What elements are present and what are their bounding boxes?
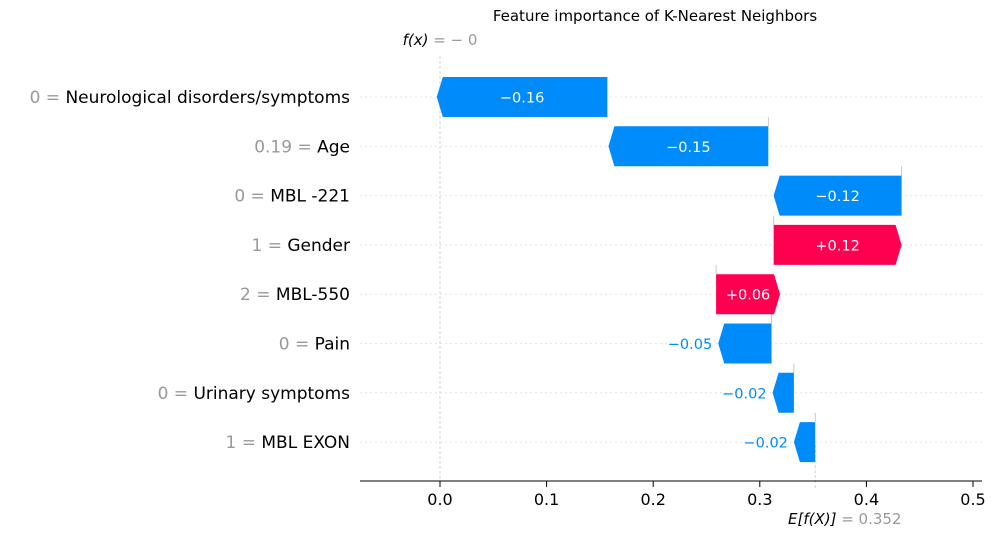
- bar-feature-5: [718, 323, 772, 364]
- bar-value-label: −0.05: [668, 337, 712, 353]
- bar-value-label: +0.12: [815, 238, 859, 254]
- chart-title: Feature importance of K-Nearest Neighbor…: [493, 7, 818, 25]
- x-tick-label: 0.5: [960, 490, 985, 509]
- bar-feature-7: [793, 422, 816, 463]
- bar-feature-4: [716, 274, 781, 315]
- feature-label: 0 = Neurological disorders/symptoms: [30, 88, 351, 108]
- feature-label: 0.19 = Age: [254, 137, 350, 157]
- x-tick-label: 0.4: [854, 490, 879, 509]
- x-axis: 0.0 0.1 0.2 0.3 0.4 0.5: [360, 480, 986, 509]
- bar-value-label: −0.02: [722, 386, 766, 402]
- bar-feature-1: [608, 126, 769, 167]
- feature-label: 0 = MBL -221: [234, 187, 350, 207]
- feature-label: 0 = Pain: [279, 335, 350, 355]
- fx-label: f(x) = − 0: [403, 31, 478, 49]
- bars-layer: [436, 77, 902, 463]
- x-tick-label: 0.3: [747, 490, 772, 509]
- bar-value-label: −0.02: [743, 436, 787, 452]
- feature-label: 1 = Gender: [251, 236, 350, 256]
- bar-feature-2: [773, 175, 902, 216]
- labels-layer: f(x) = − 0 −0.16 0 = Neurological disorder…: [30, 31, 902, 528]
- x-tick-label: 0.1: [534, 490, 559, 509]
- bar-feature-6: [772, 372, 794, 413]
- bar-value-label: −0.15: [666, 140, 710, 156]
- expected-value-label: E[f(X)] = 0.352: [788, 510, 902, 528]
- bar-feature-0: [436, 77, 608, 117]
- bar-value-label: +0.06: [726, 288, 770, 304]
- feature-label: 1 = MBL EXON: [226, 433, 350, 453]
- bar-value-label: −0.16: [500, 91, 544, 107]
- x-tick-label: 0.0: [427, 490, 452, 509]
- feature-label: 0 = Urinary symptoms: [158, 384, 351, 404]
- bar-value-label: −0.12: [815, 189, 859, 205]
- x-tick-label: 0.2: [640, 490, 665, 509]
- bar-feature-3: [773, 224, 902, 265]
- feature-label: 2 = MBL-550: [240, 285, 350, 305]
- grid-layer: [360, 56, 982, 489]
